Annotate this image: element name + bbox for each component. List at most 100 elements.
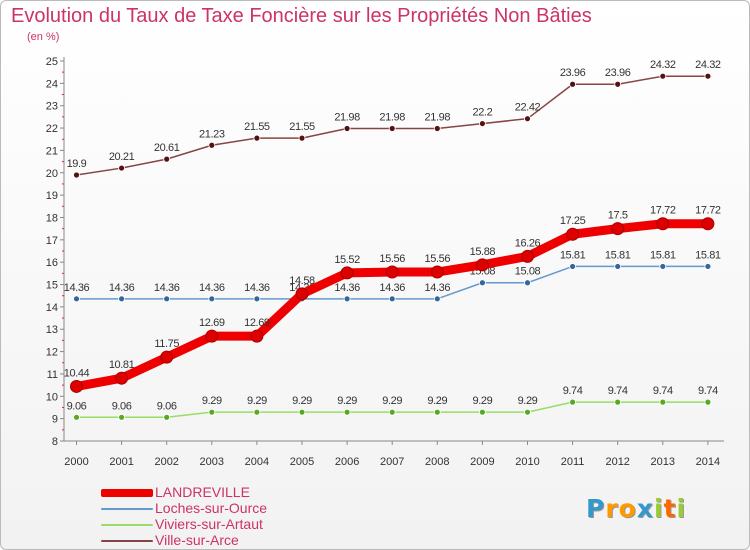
data-label: 23.96 [605, 67, 631, 79]
data-label: 21.98 [379, 112, 405, 124]
data-point [163, 155, 171, 163]
data-label: 14.36 [109, 282, 135, 294]
data-point [163, 413, 171, 421]
data-point [160, 350, 174, 364]
data-label: 9.74 [608, 385, 628, 397]
data-point [73, 413, 80, 421]
data-point [521, 249, 534, 263]
legend-swatch [101, 508, 153, 510]
data-label: 14.36 [379, 282, 405, 294]
data-label: 22.2 [472, 107, 492, 119]
data-label: 11.75 [154, 338, 179, 350]
data-label: 15.56 [425, 253, 451, 265]
data-label: 17.72 [650, 205, 676, 217]
data-label: 17.5 [608, 210, 628, 222]
unit-label: (en %) [27, 31, 60, 43]
data-label: 17.25 [560, 215, 586, 227]
data-point [208, 408, 216, 416]
data-point [524, 115, 531, 123]
data-point [656, 217, 670, 231]
x-tick-label: 2003 [200, 456, 224, 468]
data-point [298, 408, 306, 416]
data-label: 14.36 [334, 282, 360, 294]
data-point [118, 413, 125, 421]
data-point [70, 379, 83, 393]
data-label: 15.08 [515, 266, 541, 278]
y-tick-label: 17 [46, 235, 58, 247]
data-point [611, 222, 625, 236]
data-label: 14.36 [154, 282, 180, 294]
logo-letter: i [654, 494, 664, 523]
y-tick-label: 25 [46, 56, 58, 68]
data-label: 14.36 [425, 282, 451, 294]
data-point [614, 263, 622, 270]
logo-letter: r [605, 494, 619, 523]
data-point [388, 408, 396, 416]
y-tick-label: 23 [46, 101, 58, 113]
data-point [73, 171, 80, 179]
data-point [566, 227, 580, 241]
data-point [73, 295, 80, 303]
y-tick-label: 20 [46, 168, 58, 180]
legend-label: Viviers-sur-Artaut [155, 516, 263, 532]
data-point [433, 408, 441, 416]
data-label: 9.29 [247, 395, 267, 407]
data-label: 9.29 [337, 395, 357, 407]
data-point [118, 295, 125, 303]
data-label: 9.74 [653, 385, 673, 397]
x-tick-label: 2012 [605, 456, 629, 468]
data-label: 17.72 [695, 205, 721, 217]
data-label: 9.29 [382, 395, 402, 407]
data-point [704, 72, 712, 80]
data-point [433, 125, 441, 132]
y-tick-label: 16 [46, 257, 58, 269]
x-tick-label: 2005 [290, 456, 314, 468]
data-label: 9.29 [472, 395, 492, 407]
y-tick-label: 24 [46, 78, 58, 90]
x-tick-label: 2008 [425, 456, 449, 468]
data-point [118, 164, 125, 172]
y-tick-label: 13 [46, 324, 58, 336]
data-label: 21.55 [289, 121, 315, 133]
data-point [385, 265, 399, 279]
y-tick-label: 22 [46, 123, 58, 135]
logo-letter: o [618, 494, 637, 523]
data-label: 15.88 [470, 246, 496, 258]
data-label: 9.06 [157, 400, 177, 412]
data-point [205, 329, 219, 343]
logo-letter: x [636, 494, 654, 523]
data-point [208, 141, 216, 149]
data-point [253, 134, 261, 142]
data-label: 19.9 [67, 158, 87, 170]
logo-letter: i [676, 494, 687, 523]
y-tick-label: 11 [47, 369, 58, 381]
data-point [253, 408, 261, 416]
data-label: 15.81 [605, 249, 631, 261]
chart-title: Evolution du Taux de Taxe Foncière sur l… [11, 5, 592, 27]
data-label: 15.81 [650, 249, 676, 261]
data-label: 15.56 [379, 253, 405, 265]
data-point [659, 398, 667, 406]
data-label: 9.29 [518, 395, 538, 407]
data-label: 20.61 [154, 142, 180, 154]
x-tick-label: 2004 [245, 456, 269, 468]
data-label: 24.32 [695, 59, 721, 71]
data-point [475, 258, 489, 272]
data-label: 21.98 [334, 112, 360, 124]
legend-swatch [101, 489, 153, 497]
data-point [478, 120, 486, 127]
data-point [388, 125, 396, 132]
data-label: 9.29 [292, 395, 312, 407]
data-point [704, 398, 712, 406]
data-point [250, 329, 264, 343]
data-point [701, 217, 715, 231]
data-point [704, 263, 712, 270]
data-label: 9.29 [202, 395, 222, 407]
data-point [478, 279, 486, 287]
data-label: 24.32 [650, 59, 676, 71]
x-tick-label: 2001 [109, 456, 133, 468]
legend-swatch [101, 524, 153, 526]
data-label: 9.29 [427, 395, 447, 407]
